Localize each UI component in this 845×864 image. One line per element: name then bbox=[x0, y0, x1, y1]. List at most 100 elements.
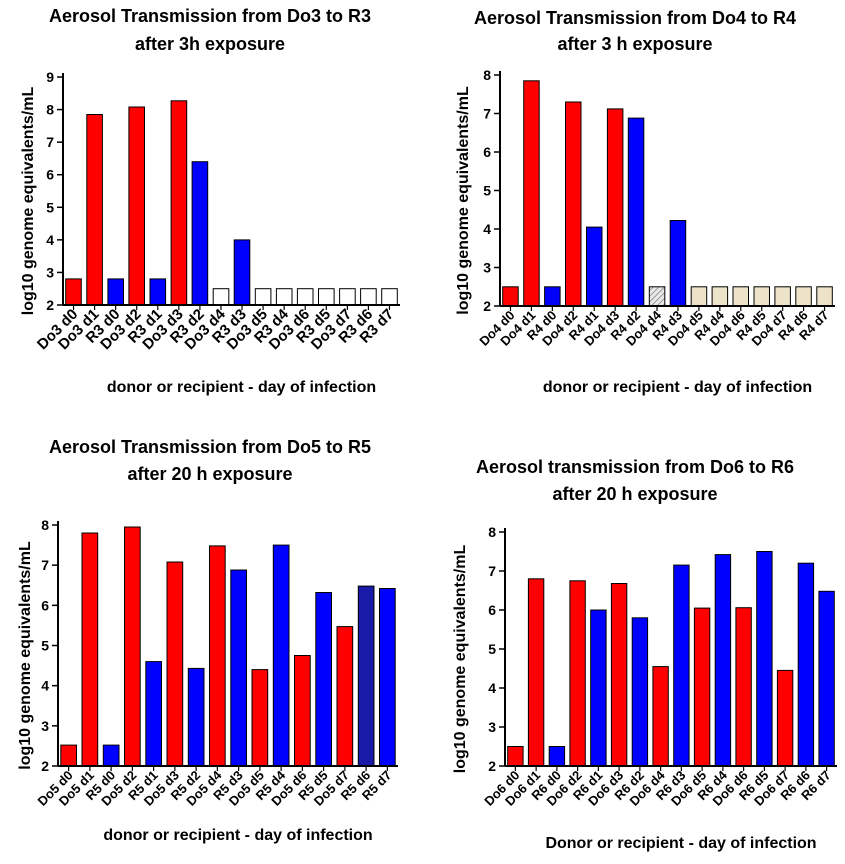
bar bbox=[275, 288, 293, 306]
chart-title: Aerosol transmission from Do6 to R6 bbox=[476, 457, 794, 477]
bar bbox=[507, 746, 524, 767]
y-tick-label: 5 bbox=[46, 199, 54, 215]
bar bbox=[65, 278, 82, 306]
bar bbox=[336, 626, 354, 767]
bar bbox=[669, 220, 687, 307]
bar bbox=[191, 161, 209, 306]
bar-chart: Aerosol Transmission from Do5 to R5 after… bbox=[17, 437, 398, 844]
y-tick-label: 5 bbox=[488, 641, 496, 657]
bar bbox=[732, 286, 749, 307]
bar bbox=[360, 288, 377, 306]
bar bbox=[502, 286, 519, 307]
bar bbox=[648, 286, 666, 307]
bar bbox=[795, 286, 812, 307]
y-tick-label: 4 bbox=[46, 232, 54, 248]
y-tick-label: 7 bbox=[41, 557, 49, 573]
y-tick-label: 3 bbox=[488, 719, 496, 735]
y-tick-label: 2 bbox=[46, 297, 54, 313]
chart-panel-do5-r5: Aerosol Transmission from Do5 to R5 after… bbox=[0, 430, 420, 864]
bar bbox=[627, 117, 645, 307]
bar bbox=[527, 578, 545, 767]
bar bbox=[272, 544, 290, 767]
x-axis-title: Donor or recipient - day of infection bbox=[545, 835, 816, 852]
bar bbox=[544, 286, 561, 307]
bar bbox=[610, 583, 628, 767]
bar bbox=[693, 607, 711, 767]
y-tick-label: 6 bbox=[46, 167, 54, 183]
bar bbox=[254, 288, 272, 306]
bar bbox=[296, 288, 314, 306]
bar-chart: Aerosol Transmission from Do4 to R4 after… bbox=[455, 8, 835, 396]
bar bbox=[251, 669, 269, 767]
bar bbox=[381, 288, 398, 306]
bar bbox=[523, 80, 540, 307]
bar-chart: Aerosol Transmission from Do3 to R3 after… bbox=[20, 6, 400, 396]
y-tick-label: 8 bbox=[488, 524, 496, 540]
y-tick-label: 3 bbox=[46, 264, 54, 280]
y-tick-label: 7 bbox=[483, 106, 491, 122]
y-tick-label: 8 bbox=[46, 102, 54, 118]
bar bbox=[357, 585, 375, 767]
y-tick-label: 6 bbox=[488, 602, 496, 618]
bar bbox=[170, 100, 188, 306]
chart-title: after 20 h exposure bbox=[552, 484, 717, 504]
bar bbox=[233, 239, 251, 306]
bar bbox=[756, 551, 773, 767]
chart-title: Aerosol Transmission from Do4 to R4 bbox=[474, 8, 796, 28]
x-axis-title: donor or recipient - day of infection bbox=[107, 379, 376, 396]
bar bbox=[816, 286, 833, 307]
x-axis-title: donor or recipient - day of infection bbox=[543, 379, 812, 396]
y-tick-label: 5 bbox=[41, 638, 49, 654]
y-tick-label: 2 bbox=[41, 758, 49, 774]
bar bbox=[209, 545, 226, 767]
bar bbox=[774, 286, 791, 307]
bar bbox=[776, 669, 794, 767]
chart-title: after 3 h exposure bbox=[557, 34, 712, 54]
bar bbox=[107, 278, 125, 306]
bar bbox=[128, 106, 145, 306]
bar bbox=[124, 526, 141, 767]
chart-panel-do3-r3: Aerosol Transmission from Do3 to R3 after… bbox=[0, 0, 420, 435]
bar bbox=[294, 655, 311, 767]
bar bbox=[149, 278, 167, 306]
y-tick-label: 7 bbox=[488, 563, 496, 579]
bar bbox=[673, 564, 690, 767]
y-tick-label: 3 bbox=[41, 718, 49, 734]
bar bbox=[60, 744, 77, 767]
bar bbox=[590, 609, 607, 767]
y-tick-label: 2 bbox=[483, 298, 491, 314]
y-tick-label: 7 bbox=[46, 134, 54, 150]
bar bbox=[714, 554, 732, 767]
bar bbox=[565, 101, 582, 307]
bar bbox=[797, 562, 815, 767]
bar bbox=[586, 226, 603, 307]
bar bbox=[711, 286, 729, 307]
y-tick-label: 8 bbox=[483, 67, 491, 83]
bar bbox=[735, 607, 752, 767]
bar bbox=[339, 288, 356, 306]
y-axis-title: log10 genome equivalents/mL bbox=[20, 87, 37, 316]
bar bbox=[102, 744, 120, 767]
bar bbox=[569, 580, 586, 767]
chart-title: Aerosol Transmission from Do5 to R5 bbox=[49, 437, 371, 457]
bar bbox=[548, 746, 566, 767]
bar bbox=[212, 288, 230, 306]
y-tick-label: 8 bbox=[41, 517, 49, 533]
bar bbox=[652, 666, 669, 767]
chart-title: Aerosol Transmission from Do3 to R3 bbox=[49, 6, 371, 26]
y-axis-title: log10 genome equivalents/mL bbox=[455, 86, 472, 315]
y-tick-label: 4 bbox=[41, 678, 49, 694]
y-tick-label: 6 bbox=[483, 144, 491, 160]
bar bbox=[606, 108, 624, 307]
bar-chart: Aerosol transmission from Do6 to R6 after… bbox=[452, 457, 837, 852]
chart-title: after 3h exposure bbox=[135, 34, 285, 54]
chart-title: after 20 h exposure bbox=[127, 464, 292, 484]
y-tick-label: 9 bbox=[46, 69, 54, 85]
bar bbox=[753, 286, 770, 307]
y-tick-label: 6 bbox=[41, 597, 49, 613]
bar bbox=[315, 592, 332, 767]
y-tick-label: 3 bbox=[483, 260, 491, 276]
bar bbox=[379, 588, 396, 767]
bar bbox=[631, 617, 649, 767]
x-axis-title: donor or recipient - day of infection bbox=[103, 827, 372, 844]
